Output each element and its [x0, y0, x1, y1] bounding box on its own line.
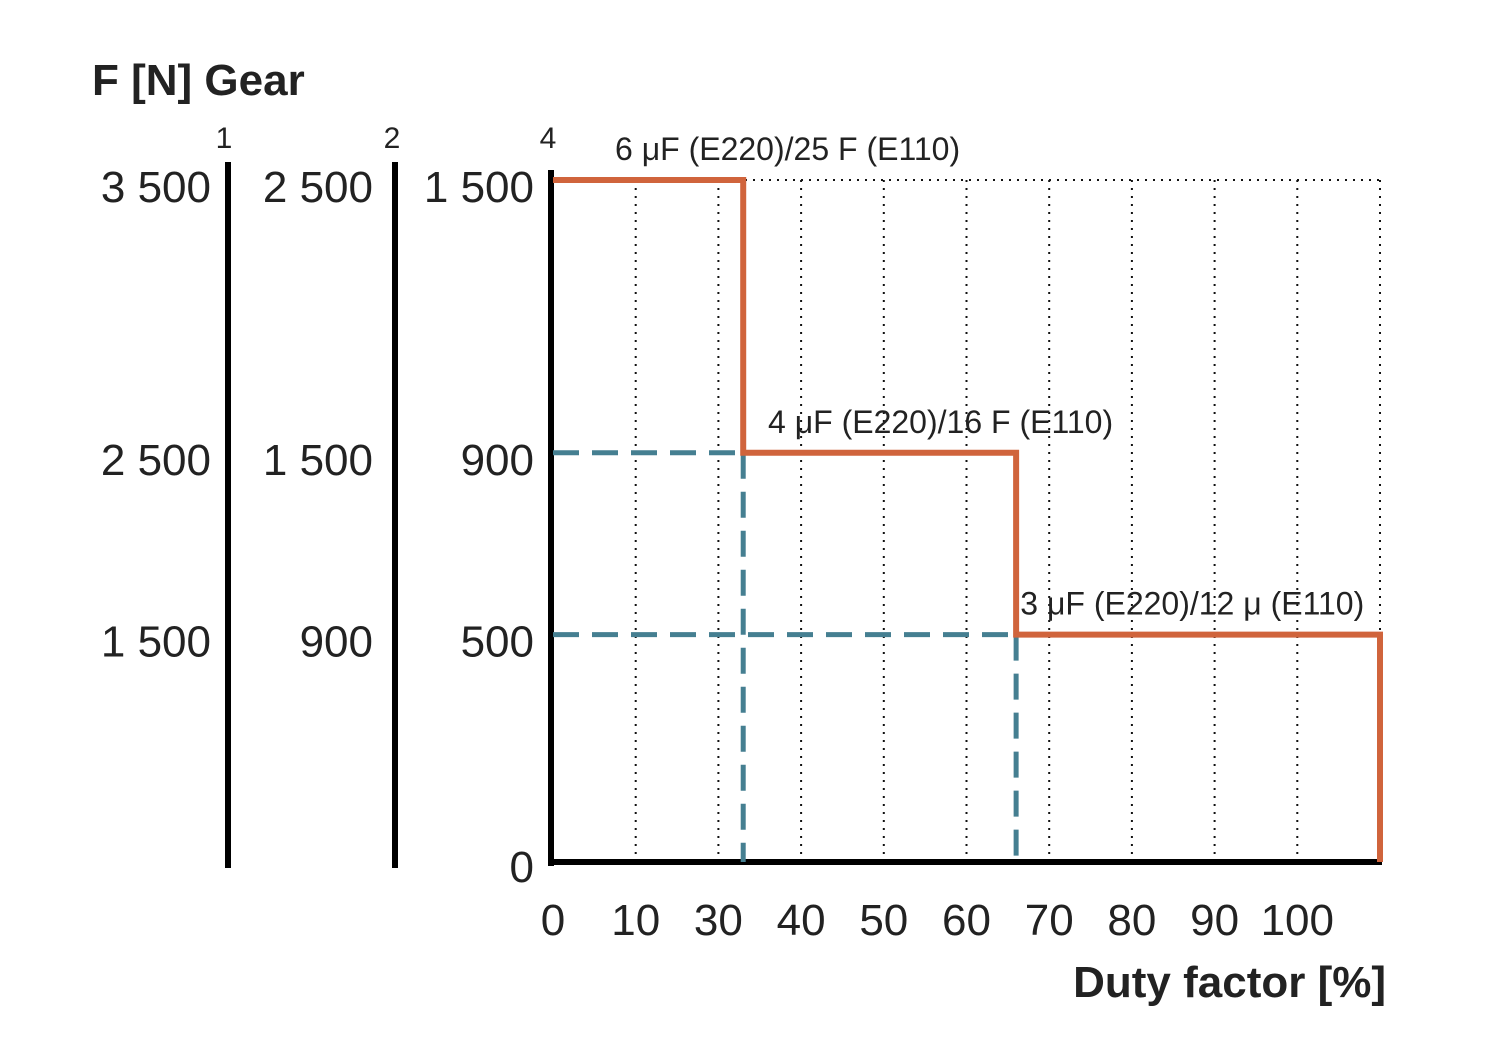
x-tick-label: 10: [611, 896, 660, 945]
y-tick-label-gear-4: 900: [461, 436, 534, 485]
y-tick-label-gear-2: 1 500: [263, 436, 373, 485]
y-tick-label-gear-4: 1 500: [424, 163, 534, 212]
y-tick-label-gear-1: 1 500: [101, 618, 211, 667]
x-tick-label: 90: [1190, 896, 1239, 945]
x-tick-label: 50: [859, 896, 908, 945]
step-annotation: 3 μF (E220)/12 μ (E110): [1020, 586, 1364, 622]
x-tick-label: 80: [1107, 896, 1156, 945]
gear-number-label: 4: [540, 122, 557, 155]
y-tick-label-gear-4: 0: [510, 843, 534, 892]
gear-number-label: 1: [216, 122, 233, 155]
x-tick-label: 100: [1261, 896, 1334, 945]
y-tick-label-gear-1: 2 500: [101, 436, 211, 485]
y-tick-label-gear-1: 3 500: [101, 163, 211, 212]
y-tick-label-gear-4: 500: [461, 618, 534, 667]
x-tick-label: 30: [694, 896, 743, 945]
step-annotation: 4 μF (E220)/16 F (E110): [768, 404, 1113, 440]
x-axis-label: Duty factor [%]: [1073, 958, 1386, 1007]
chart-title: F [N] Gear: [92, 56, 305, 105]
step-annotation: 6 μF (E220)/25 F (E110): [615, 131, 960, 167]
gear-number-label: 2: [384, 122, 401, 155]
x-tick-label: 60: [942, 896, 991, 945]
y-tick-label-gear-2: 900: [300, 618, 373, 667]
x-tick-label: 0: [541, 896, 565, 945]
series-line-capacitor-limit: [553, 177, 1383, 862]
x-tick-label: 70: [1025, 896, 1074, 945]
y-tick-label-gear-2: 2 500: [263, 163, 373, 212]
x-tick-label: 40: [777, 896, 826, 945]
